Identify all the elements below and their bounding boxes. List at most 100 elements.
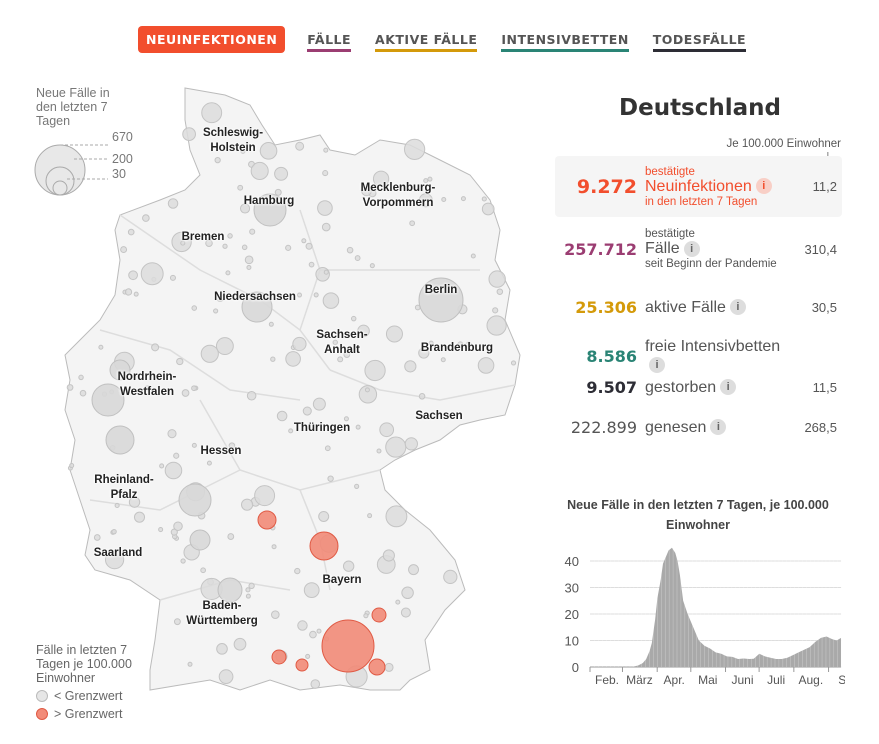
district-circle[interactable] [241, 244, 248, 251]
district-circle[interactable] [200, 567, 206, 574]
district-circle[interactable] [245, 593, 251, 599]
district-circle[interactable] [158, 527, 164, 533]
district-circle[interactable] [180, 558, 186, 564]
district-circle[interactable] [169, 274, 176, 281]
district-circle[interactable] [302, 406, 312, 416]
district-circle[interactable] [227, 533, 235, 540]
district-circle[interactable] [301, 238, 307, 244]
district-circle[interactable] [286, 201, 292, 207]
district-circle[interactable] [385, 505, 408, 528]
stat-cases[interactable]: 257.712 bestätigte Fälle i seit Beginn der … [555, 228, 842, 270]
district-circle[interactable] [309, 630, 317, 639]
district-circle[interactable] [245, 587, 251, 593]
district-circle[interactable] [182, 127, 196, 141]
district-circle[interactable] [216, 643, 228, 655]
info-icon[interactable]: i [710, 419, 727, 436]
district-circle[interactable] [109, 359, 131, 381]
district-circle[interactable] [270, 610, 280, 619]
district-circle[interactable] [205, 239, 213, 247]
district-circle[interactable] [253, 193, 287, 227]
district-circle[interactable] [226, 145, 232, 151]
district-circle[interactable] [246, 264, 252, 270]
district-circle[interactable] [159, 463, 165, 469]
district-circle[interactable] [418, 347, 430, 359]
stat-recovered[interactable]: 222.899 genesen i 268,5 [555, 418, 842, 437]
district-circle[interactable] [327, 475, 334, 482]
district-circle[interactable] [189, 529, 211, 551]
district-circle[interactable] [350, 315, 357, 322]
district-circle[interactable] [233, 637, 247, 651]
district-circle[interactable] [173, 452, 180, 459]
district-circle[interactable] [510, 360, 517, 366]
district-circle[interactable] [142, 214, 150, 222]
district-circle[interactable] [200, 344, 219, 363]
district-circle[interactable] [69, 463, 75, 469]
district-circle[interactable] [496, 288, 504, 295]
district-circle[interactable] [240, 498, 254, 511]
district-circle[interactable] [248, 582, 255, 590]
district-circle[interactable] [404, 360, 417, 373]
district-circle[interactable] [481, 196, 487, 202]
district-circle[interactable] [477, 357, 495, 374]
district-circle[interactable] [305, 653, 311, 659]
district-circle[interactable] [120, 246, 128, 254]
district-circle-above-threshold[interactable] [271, 649, 287, 665]
district-circle[interactable] [332, 339, 338, 346]
stat-new-infections[interactable]: 9.272 bestätigte Neuinfektionen i in den le… [555, 156, 842, 217]
district-circle[interactable] [114, 502, 120, 509]
tab-neuinfektionen[interactable]: NEUINFEKTIONEN [138, 26, 286, 53]
district-circle[interactable] [382, 549, 395, 562]
district-circle[interactable] [181, 389, 190, 397]
district-circle[interactable] [379, 422, 395, 438]
district-circle[interactable] [457, 341, 464, 348]
district-circle[interactable] [127, 228, 135, 236]
district-circle-above-threshold[interactable] [257, 510, 277, 530]
district-circle[interactable] [428, 340, 434, 346]
district-circle[interactable] [488, 270, 506, 288]
district-circle[interactable] [124, 288, 133, 296]
district-circle[interactable] [228, 442, 236, 449]
district-circle[interactable] [423, 178, 429, 184]
district-circle[interactable] [93, 534, 101, 541]
district-circle[interactable] [440, 357, 446, 363]
district-circle[interactable] [180, 240, 186, 246]
tab-todesfälle[interactable]: TODESFÄLLE [652, 28, 747, 52]
district-circle[interactable] [342, 560, 355, 572]
district-circle[interactable] [227, 233, 233, 239]
district-circle[interactable] [91, 383, 125, 417]
district-circle[interactable] [465, 341, 473, 349]
district-circle[interactable] [239, 203, 251, 214]
district-circle[interactable] [363, 613, 369, 619]
district-circle[interactable] [470, 253, 476, 259]
district-circle[interactable] [343, 351, 351, 358]
district-circle[interactable] [173, 618, 181, 626]
district-circle[interactable] [274, 166, 289, 181]
district-circle[interactable] [133, 388, 139, 394]
district-circle[interactable] [418, 277, 464, 323]
germany-map[interactable] [0, 70, 540, 710]
district-circle[interactable] [354, 483, 360, 489]
district-circle[interactable] [173, 521, 183, 532]
district-circle[interactable] [297, 620, 308, 631]
district-circle[interactable] [133, 511, 146, 523]
district-circle[interactable] [441, 197, 447, 203]
info-icon[interactable]: i [683, 240, 700, 257]
district-circle[interactable] [337, 356, 344, 363]
district-circle[interactable] [385, 436, 407, 458]
district-circle[interactable] [98, 344, 104, 350]
district-circle[interactable] [285, 244, 292, 251]
district-circle[interactable] [404, 138, 426, 160]
district-circle[interactable] [104, 550, 125, 570]
district-circle[interactable] [486, 315, 507, 336]
district-circle[interactable] [274, 188, 282, 196]
district-circle[interactable] [215, 337, 234, 356]
district-circle[interactable] [241, 291, 273, 323]
district-circle[interactable] [317, 200, 333, 216]
district-circle[interactable] [395, 599, 401, 605]
district-circle[interactable] [254, 485, 276, 507]
district-circle[interactable] [201, 102, 223, 124]
district-circle[interactable] [296, 292, 302, 298]
district-circle[interactable] [206, 460, 212, 466]
district-circle[interactable] [324, 445, 331, 452]
district-circle[interactable] [144, 385, 151, 392]
